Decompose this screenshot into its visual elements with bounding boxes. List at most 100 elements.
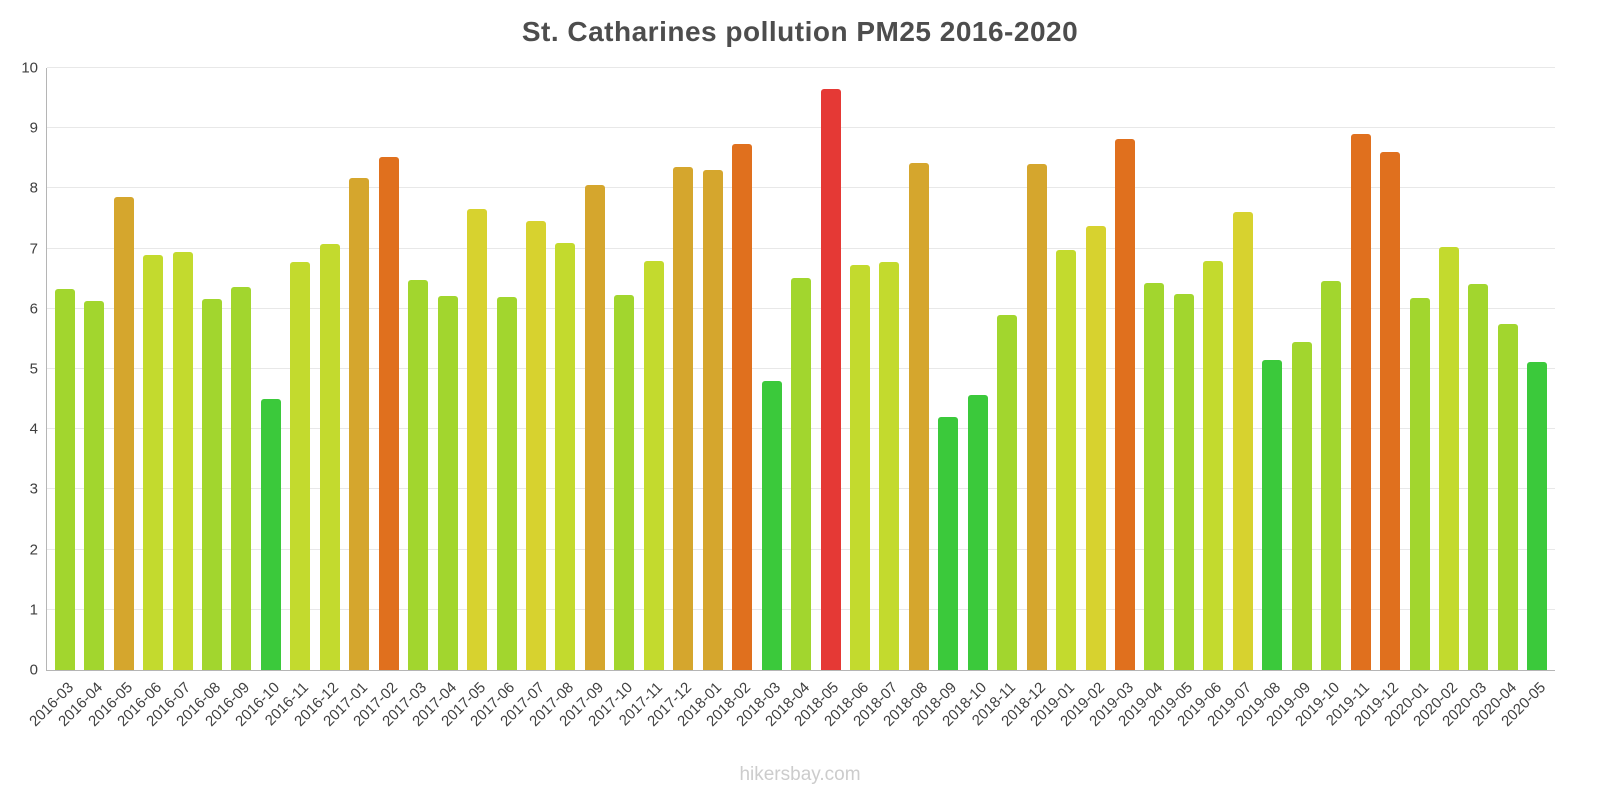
bar-2018-06[interactable] xyxy=(849,265,870,670)
bar-slot: 2016-03 xyxy=(26,68,79,730)
y-axis-tick-label: 10 xyxy=(21,59,38,77)
bar-2020-02[interactable] xyxy=(1439,247,1460,670)
bar-2016-09[interactable] xyxy=(231,287,252,670)
bar-slot: 2020-01 xyxy=(1381,68,1434,730)
bar-slot: 2016-07 xyxy=(144,68,197,730)
bar-2018-02[interactable] xyxy=(732,143,753,670)
bar-2019-07[interactable] xyxy=(1232,212,1253,670)
bar-2019-04[interactable] xyxy=(1144,282,1165,670)
bar-2020-01[interactable] xyxy=(1409,297,1430,670)
bar-2018-07[interactable] xyxy=(879,261,900,670)
bar-2019-11[interactable] xyxy=(1350,133,1371,670)
bar-2016-10[interactable] xyxy=(260,399,281,670)
bar-slot: 2016-10 xyxy=(232,68,285,730)
bar-slot: 2019-09 xyxy=(1263,68,1316,730)
bar-2017-10[interactable] xyxy=(614,294,635,670)
bar-2017-04[interactable] xyxy=(437,296,458,670)
y-axis-tick-label: 6 xyxy=(29,300,38,318)
bar-slot: 2018-09 xyxy=(909,68,963,730)
bar-slot: 2016-06 xyxy=(114,68,167,730)
bar-2018-12[interactable] xyxy=(1026,164,1047,670)
bar-slot: 2016-04 xyxy=(55,68,108,730)
bar-slot: 2017-07 xyxy=(497,68,550,730)
bar-slot: 2019-10 xyxy=(1292,68,1345,730)
bar-2017-06[interactable] xyxy=(496,297,517,670)
bar-slot: 2016-12 xyxy=(291,68,344,730)
bar-2017-12[interactable] xyxy=(673,166,694,670)
bar-slot: 2017-06 xyxy=(468,68,521,730)
bar-2017-03[interactable] xyxy=(408,279,429,670)
bar-slot: 2016-08 xyxy=(173,68,226,730)
bar-slot: 2020-05 xyxy=(1498,68,1552,730)
bar-2018-10[interactable] xyxy=(967,394,988,670)
bar-2016-12[interactable] xyxy=(319,243,340,670)
bar-2018-04[interactable] xyxy=(791,277,812,670)
bar-slot: 2017-09 xyxy=(556,68,609,730)
bar-2016-07[interactable] xyxy=(172,251,193,670)
y-axis-tick-label: 7 xyxy=(29,240,38,258)
bar-slot: 2018-11 xyxy=(969,68,1022,729)
gridline xyxy=(47,187,1555,189)
bar-2017-08[interactable] xyxy=(555,242,576,670)
bar-2018-01[interactable] xyxy=(702,169,723,670)
bar-slot: 2018-02 xyxy=(703,68,756,730)
bar-2018-08[interactable] xyxy=(908,163,929,670)
bar-2019-02[interactable] xyxy=(1085,225,1106,670)
watermark-text: hikersbay.com xyxy=(739,764,861,785)
bar-slot: 2017-05 xyxy=(438,68,491,730)
bar-2016-05[interactable] xyxy=(113,197,134,670)
bar-slot: 2018-08 xyxy=(880,68,933,730)
gridline xyxy=(47,247,1555,249)
bar-2016-08[interactable] xyxy=(201,299,222,670)
bar-2017-11[interactable] xyxy=(643,260,664,670)
bar-slot: 2017-08 xyxy=(527,68,580,730)
bar-2019-05[interactable] xyxy=(1173,294,1194,670)
y-axis-tick-label: 0 xyxy=(29,661,38,679)
y-axis-tick-label: 8 xyxy=(29,179,38,197)
y-axis-tick-label: 9 xyxy=(29,119,38,137)
bar-2016-03[interactable] xyxy=(54,288,75,670)
bar-2020-03[interactable] xyxy=(1468,284,1489,670)
bar-2018-05[interactable] xyxy=(820,89,841,670)
bar-slot: 2019-08 xyxy=(1233,68,1287,730)
bar-slot: 2019-01 xyxy=(1027,68,1080,730)
bar-2018-03[interactable] xyxy=(761,381,782,670)
bar-2019-01[interactable] xyxy=(1056,249,1077,670)
bar-slot: 2017-11 xyxy=(616,68,668,729)
bar-2016-04[interactable] xyxy=(84,300,105,670)
bar-2019-12[interactable] xyxy=(1380,152,1401,670)
bar-slot: 2019-07 xyxy=(1204,68,1257,730)
bar-slot: 2020-02 xyxy=(1410,68,1463,730)
y-axis-tick-label: 4 xyxy=(29,420,38,438)
bar-2017-09[interactable] xyxy=(584,185,605,670)
bar-slot: 2016-09 xyxy=(203,68,256,730)
bar-slot: 2020-04 xyxy=(1469,68,1522,730)
bar-2017-05[interactable] xyxy=(467,209,488,670)
bar-2019-06[interactable] xyxy=(1203,260,1224,670)
bar-2017-02[interactable] xyxy=(378,156,399,670)
bar-2019-10[interactable] xyxy=(1321,280,1342,670)
bar-2019-03[interactable] xyxy=(1115,139,1136,670)
bar-slot: 2018-07 xyxy=(850,68,904,730)
bar-2020-05[interactable] xyxy=(1527,361,1548,670)
gridline xyxy=(47,127,1555,129)
bar-2018-09[interactable] xyxy=(938,417,959,670)
bar-slot: 2018-04 xyxy=(762,68,815,730)
bar-2016-06[interactable] xyxy=(143,254,164,670)
bar-slot: 2016-11 xyxy=(262,68,315,729)
bar-2019-09[interactable] xyxy=(1291,341,1312,670)
bar-slot: 2016-05 xyxy=(85,68,138,730)
bar-slot: 2017-12 xyxy=(644,68,698,730)
bar-slot: 2018-12 xyxy=(998,68,1051,730)
bar-2018-11[interactable] xyxy=(997,314,1018,670)
bar-2019-08[interactable] xyxy=(1262,359,1283,670)
bar-slot: 2018-05 xyxy=(792,68,845,730)
plot-area: 0 1 2 3 4 5 6 7 8 9 10 2016-03 2016-04 2016-05 2016-0… xyxy=(21,60,1555,730)
bar-slot: 2017-02 xyxy=(350,68,403,730)
bar-2020-04[interactable] xyxy=(1497,324,1518,670)
bars-container: 2016-03 2016-04 2016-05 2016-06 2016-07 2016-… xyxy=(26,68,1555,730)
bar-2017-01[interactable] xyxy=(349,178,370,670)
bar-2017-07[interactable] xyxy=(525,220,546,670)
bar-2016-11[interactable] xyxy=(290,261,311,670)
bar-slot: 2018-10 xyxy=(939,68,992,730)
